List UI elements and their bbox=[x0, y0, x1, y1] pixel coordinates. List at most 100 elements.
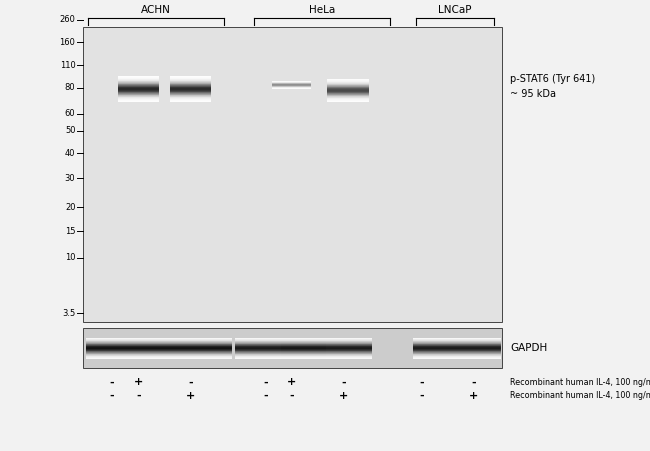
Bar bbox=[281, 344, 326, 345]
Text: 10: 10 bbox=[65, 253, 75, 262]
Bar bbox=[281, 339, 326, 340]
Text: 260: 260 bbox=[60, 15, 75, 24]
Bar bbox=[86, 339, 232, 340]
Bar bbox=[413, 341, 500, 342]
Bar bbox=[413, 356, 500, 357]
Bar bbox=[86, 343, 232, 344]
Bar bbox=[413, 354, 500, 355]
Bar bbox=[281, 349, 326, 350]
Bar bbox=[170, 90, 211, 91]
Bar bbox=[327, 81, 369, 82]
Text: 50: 50 bbox=[65, 126, 75, 135]
Bar bbox=[170, 93, 211, 94]
Bar bbox=[118, 90, 159, 91]
Bar bbox=[170, 92, 211, 93]
Bar bbox=[86, 354, 232, 355]
Text: Recombinant human IL-4, 100 ng/ml for 30 minutes: Recombinant human IL-4, 100 ng/ml for 30… bbox=[510, 391, 650, 400]
Bar bbox=[281, 354, 326, 355]
Bar bbox=[170, 100, 211, 101]
Bar bbox=[413, 355, 500, 356]
Bar bbox=[170, 98, 211, 99]
Bar bbox=[326, 337, 372, 338]
Bar bbox=[86, 348, 232, 349]
Bar bbox=[83, 328, 502, 368]
Bar bbox=[327, 90, 369, 91]
Bar bbox=[281, 338, 326, 339]
Bar bbox=[413, 342, 500, 343]
Text: -: - bbox=[341, 377, 346, 387]
Bar bbox=[86, 347, 232, 348]
Text: +: + bbox=[339, 391, 348, 400]
Bar bbox=[413, 348, 500, 349]
Bar bbox=[170, 97, 211, 98]
Bar bbox=[413, 345, 500, 346]
Bar bbox=[327, 97, 369, 98]
Bar bbox=[281, 352, 326, 353]
Bar bbox=[86, 353, 232, 354]
Bar bbox=[170, 91, 211, 92]
Bar bbox=[235, 343, 281, 344]
Text: 30: 30 bbox=[65, 174, 75, 183]
Bar bbox=[413, 358, 500, 359]
Bar bbox=[118, 80, 159, 81]
Text: Recombinant human IL-4, 100 ng/ml for 15 minutes: Recombinant human IL-4, 100 ng/ml for 15… bbox=[510, 378, 650, 387]
Bar bbox=[326, 345, 372, 346]
Bar bbox=[118, 99, 159, 100]
Bar bbox=[86, 340, 232, 341]
Bar bbox=[326, 355, 372, 356]
Bar bbox=[281, 351, 326, 352]
Bar bbox=[413, 353, 500, 354]
Bar bbox=[118, 92, 159, 93]
Bar bbox=[327, 78, 369, 79]
Bar bbox=[326, 342, 372, 343]
Bar bbox=[170, 98, 211, 99]
Bar bbox=[235, 338, 281, 339]
Bar bbox=[413, 357, 500, 358]
Bar bbox=[281, 343, 326, 344]
Text: -: - bbox=[289, 391, 294, 400]
Bar bbox=[327, 88, 369, 89]
Bar bbox=[170, 99, 211, 100]
Bar bbox=[281, 356, 326, 357]
Text: 40: 40 bbox=[65, 149, 75, 158]
Bar bbox=[235, 347, 281, 348]
Bar bbox=[118, 94, 159, 95]
Bar bbox=[170, 82, 211, 83]
Bar bbox=[327, 85, 369, 86]
Bar bbox=[326, 343, 372, 344]
Bar bbox=[281, 347, 326, 348]
Bar bbox=[327, 92, 369, 93]
Bar bbox=[327, 93, 369, 94]
Bar bbox=[86, 355, 232, 356]
Bar bbox=[118, 91, 159, 92]
Text: 20: 20 bbox=[65, 203, 75, 212]
Bar bbox=[281, 337, 326, 338]
Bar bbox=[235, 343, 281, 344]
Bar bbox=[327, 84, 369, 85]
Bar bbox=[118, 83, 159, 84]
Text: LNCaP: LNCaP bbox=[438, 5, 472, 15]
Bar bbox=[326, 343, 372, 344]
Bar bbox=[235, 357, 281, 358]
Bar bbox=[413, 349, 500, 350]
Bar bbox=[413, 338, 500, 339]
Bar bbox=[235, 346, 281, 347]
Bar bbox=[413, 339, 500, 340]
Bar bbox=[235, 344, 281, 345]
Bar bbox=[86, 349, 232, 350]
Bar bbox=[170, 95, 211, 96]
Bar bbox=[327, 91, 369, 92]
Bar bbox=[413, 354, 500, 355]
Text: -: - bbox=[136, 391, 141, 400]
Bar bbox=[86, 353, 232, 354]
Bar bbox=[326, 344, 372, 345]
Bar bbox=[413, 352, 500, 353]
Bar bbox=[235, 348, 281, 349]
Text: 60: 60 bbox=[65, 109, 75, 118]
Bar bbox=[326, 355, 372, 356]
Bar bbox=[170, 99, 211, 100]
Bar bbox=[118, 79, 159, 80]
Bar bbox=[170, 97, 211, 98]
Bar bbox=[86, 342, 232, 343]
Bar bbox=[326, 350, 372, 351]
